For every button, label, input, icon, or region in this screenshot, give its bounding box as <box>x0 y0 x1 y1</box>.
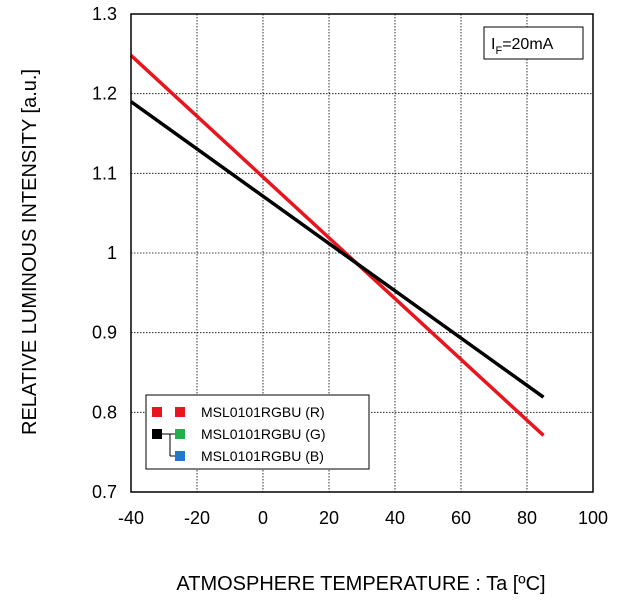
y-tick-label: 0.9 <box>92 323 117 343</box>
legend-label: MSL0101RGBU (B) <box>201 448 324 464</box>
legend-marker <box>175 429 185 439</box>
legend-items: MSL0101RGBU (R) MSL0101RGBU (G) MSL0101RGB… <box>152 404 325 464</box>
legend: MSL0101RGBU (R) MSL0101RGBU (G) MSL0101RGB… <box>145 394 370 470</box>
x-tick-label: 80 <box>517 508 537 528</box>
x-tick-label: 100 <box>578 508 608 528</box>
legend-label: MSL0101RGBU (G) <box>201 426 325 442</box>
x-tick-label: 20 <box>319 508 339 528</box>
y-axis-title: RELATIVE LUMINOUS INTENSITY [a.u.] <box>19 69 41 435</box>
y-tick-label: 0.7 <box>92 482 117 502</box>
legend-label: MSL0101RGBU (R) <box>201 404 325 420</box>
series-line-msl0101rgbu-g <box>129 100 545 399</box>
y-tick-label: 1.1 <box>92 163 117 183</box>
y-tick-label: 0.8 <box>92 402 117 422</box>
condition-subscript: F <box>495 45 502 57</box>
condition-suffix: =20mA <box>502 36 553 53</box>
legend-marker <box>152 407 162 417</box>
tick-labels: -40 -20 0 20 40 60 80 100 0.7 0.8 0.9 1 1.1 1.2 1.3 <box>92 4 608 528</box>
x-tick-label: 0 <box>258 508 268 528</box>
condition-prefix: I <box>491 36 495 53</box>
x-axis-title: ATMOSPHERE TEMPERATURE : Ta [ºC] <box>176 573 545 595</box>
legend-marker <box>152 429 162 439</box>
x-tick-label: 60 <box>451 508 471 528</box>
series-lines <box>129 54 545 437</box>
x-tick-label: 40 <box>385 508 405 528</box>
series-line-msl0101rgbu-r <box>129 54 545 437</box>
condition-box: IF=20mA <box>483 26 584 60</box>
x-tick-label: -40 <box>118 508 144 528</box>
y-tick-label: 1.3 <box>92 4 117 24</box>
y-tick-label: 1 <box>107 243 117 263</box>
x-tick-label: -20 <box>184 508 210 528</box>
plot-frame <box>130 13 594 493</box>
legend-marker <box>175 451 185 461</box>
legend-marker <box>175 407 185 417</box>
y-tick-label: 1.2 <box>92 84 117 104</box>
condition-label: IF=20mA <box>491 36 554 57</box>
